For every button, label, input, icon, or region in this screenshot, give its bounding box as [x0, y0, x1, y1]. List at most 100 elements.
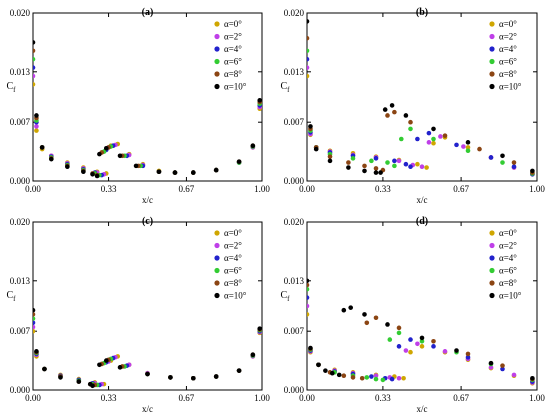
data-point-series-4 [327, 154, 333, 159]
legend-entry: α=10° [499, 291, 522, 301]
data-point-series-5 [168, 375, 173, 380]
data-point-series-5 [336, 372, 342, 378]
data-point-series-1 [461, 144, 466, 149]
legend-entry: α=6° [224, 57, 242, 67]
legend-marker [214, 280, 220, 286]
data-point-series-1 [426, 140, 432, 145]
data-point-series-3 [399, 136, 404, 142]
y-axis-label: Cf [6, 81, 16, 94]
legend-marker [489, 33, 495, 40]
x-tick-label: 1.00 [254, 184, 270, 194]
data-point-series-5 [454, 348, 459, 353]
data-point-series-4 [500, 363, 505, 368]
data-point-series-2 [373, 156, 379, 161]
data-point-series-5 [257, 98, 262, 103]
data-point-series-5 [236, 159, 242, 164]
data-point-series-0 [33, 328, 36, 334]
legend-marker [214, 242, 220, 249]
legend-entry: α=10° [224, 82, 247, 92]
data-point-series-1 [396, 375, 402, 381]
data-point-series-1 [403, 348, 409, 353]
data-point-series-2 [511, 164, 517, 170]
y-tick-label: 0.013 [284, 276, 305, 286]
legend-entry: α=0° [499, 228, 517, 238]
legend-entry: α=2° [499, 32, 517, 42]
data-point-series-5 [250, 143, 256, 149]
data-point-series-5 [382, 107, 388, 112]
data-point-series-4 [33, 312, 36, 317]
data-point-series-3 [373, 376, 379, 382]
data-point-series-3 [396, 330, 402, 336]
data-point-series-1 [442, 349, 448, 354]
legend-entry: α=0° [224, 228, 242, 238]
data-point-series-5 [348, 305, 354, 310]
data-point-series-0 [401, 375, 406, 381]
data-point-series-5 [346, 165, 351, 170]
legend-entry: α=2° [224, 241, 242, 251]
data-point-series-4 [307, 282, 310, 288]
y-tick-label: 0.020 [284, 217, 305, 227]
x-axis-label: x/c [142, 195, 153, 205]
data-point-series-5 [385, 322, 390, 327]
data-point-series-2 [426, 130, 432, 136]
data-point-series-5 [431, 126, 436, 132]
x-tick-label: 0.67 [453, 184, 469, 194]
legend-entry: α=0° [224, 19, 242, 29]
x-tick-label: 0.67 [453, 393, 469, 403]
data-point-series-0 [465, 145, 471, 150]
y-axis-label: Cf [280, 290, 290, 303]
data-points [307, 278, 535, 386]
data-point-series-3 [408, 126, 413, 132]
data-point-series-5 [530, 168, 535, 174]
x-tick-label: 0.00 [25, 184, 41, 194]
data-point-series-2 [403, 161, 409, 167]
data-point-series-3 [369, 158, 374, 164]
data-point-series-4 [392, 109, 397, 115]
x-tick-label: 0.33 [375, 184, 391, 194]
data-point-series-1 [373, 373, 379, 379]
plot-frame [32, 221, 263, 391]
data-point-series-5 [34, 349, 39, 354]
data-point-series-1 [307, 303, 310, 309]
x-tick-label: 0.00 [299, 184, 315, 194]
data-point-series-4 [359, 375, 365, 381]
y-tick-label: 0.000 [10, 385, 31, 395]
panel-label: (a) [142, 7, 154, 18]
x-tick-label: 1.00 [529, 184, 545, 194]
data-point-series-5 [419, 335, 425, 341]
data-point-series-5 [39, 145, 45, 150]
data-point-series-5 [316, 362, 321, 368]
data-point-series-4 [33, 48, 36, 54]
legend-marker [489, 255, 495, 261]
data-point-series-0 [415, 161, 420, 167]
data-point-series-5 [403, 113, 409, 118]
data-point-series-2 [307, 295, 310, 300]
data-point-series-4 [350, 375, 356, 380]
legend-marker [214, 33, 220, 40]
data-point-series-3 [380, 377, 386, 383]
legend-marker [214, 230, 220, 236]
x-tick-label: 0.00 [25, 393, 41, 403]
data-point-series-5 [250, 352, 256, 358]
data-point-series-2 [33, 320, 36, 326]
legend-marker [489, 230, 495, 236]
data-point-series-5 [97, 151, 102, 157]
data-point-series-5 [172, 170, 178, 175]
data-point-series-1 [396, 158, 402, 164]
data-point-series-5 [327, 158, 333, 164]
data-point-series-5 [58, 375, 63, 380]
plot-frame [32, 12, 263, 182]
data-point-series-3 [307, 48, 310, 54]
legend-marker [489, 71, 495, 77]
data-point-series-5 [362, 312, 367, 317]
legend-entry: α=6° [499, 57, 517, 67]
y-tick-label: 0.007 [284, 117, 305, 127]
panel-4: 0.000 0.007 0.013 0.020 0.00 0.33 0.67 1.00 x/c C… [280, 216, 545, 414]
legend-marker [489, 58, 495, 65]
data-point-series-0 [33, 82, 36, 87]
data-point-series-3 [33, 56, 36, 62]
plot-frame [306, 12, 538, 182]
legend-entry: α=4° [224, 253, 242, 263]
legend-marker [489, 280, 495, 286]
panel-label: (d) [416, 216, 428, 227]
